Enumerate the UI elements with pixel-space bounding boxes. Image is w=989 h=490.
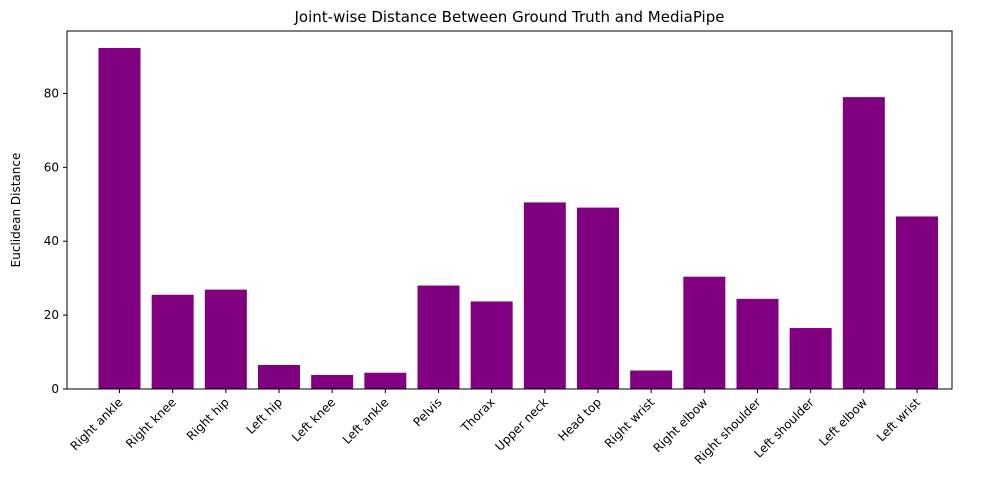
bar-upper-neck xyxy=(523,202,566,389)
x-tick-label: Left ankle xyxy=(340,395,392,447)
y-tick-label: 0 xyxy=(51,382,59,396)
x-tick-label: Left elbow xyxy=(816,395,870,449)
bar-left-shoulder xyxy=(789,328,832,389)
bar-right-elbow xyxy=(683,276,726,389)
x-tick-label: Right knee xyxy=(123,395,179,451)
bar-left-knee xyxy=(311,374,354,389)
y-axis-ticks: 0 20 40 60 80 xyxy=(44,86,67,396)
bar-pelvis xyxy=(417,285,460,389)
bar-head-top xyxy=(577,207,619,389)
y-tick-label: 80 xyxy=(44,86,59,100)
x-tick-label: Upper neck xyxy=(492,395,551,454)
x-tick-label: Right ankle xyxy=(68,395,126,453)
x-tick-label: Thorax xyxy=(458,395,498,435)
y-tick-label: 20 xyxy=(44,308,59,322)
bar-right-knee xyxy=(151,294,194,389)
x-tick-label: Left hip xyxy=(243,395,285,437)
bar-thorax xyxy=(470,301,513,389)
y-tick-label: 60 xyxy=(44,160,59,174)
x-tick-label: Left wrist xyxy=(874,395,923,444)
chart-title: Joint-wise Distance Between Ground Truth… xyxy=(294,8,725,26)
x-tick-label: Left knee xyxy=(289,395,338,444)
bar-right-wrist xyxy=(630,370,673,389)
x-tick-label: Right wrist xyxy=(602,395,658,451)
x-tick-label: Head top xyxy=(555,395,604,444)
bar-left-wrist xyxy=(896,216,938,389)
bar-right-hip xyxy=(204,289,247,389)
bar-left-hip xyxy=(258,364,300,389)
bar-left-ankle xyxy=(364,372,407,389)
y-tick-label: 40 xyxy=(44,234,59,248)
bar-left-elbow xyxy=(842,97,885,390)
bar-right-ankle xyxy=(98,47,141,389)
y-axis-label: Euclidean Distance xyxy=(9,153,23,268)
x-tick-label: Pelvis xyxy=(411,395,445,429)
bars-group xyxy=(98,47,938,390)
x-tick-label: Right hip xyxy=(184,395,232,443)
plot-frame xyxy=(66,30,953,390)
bar-right-shoulder xyxy=(736,298,779,389)
